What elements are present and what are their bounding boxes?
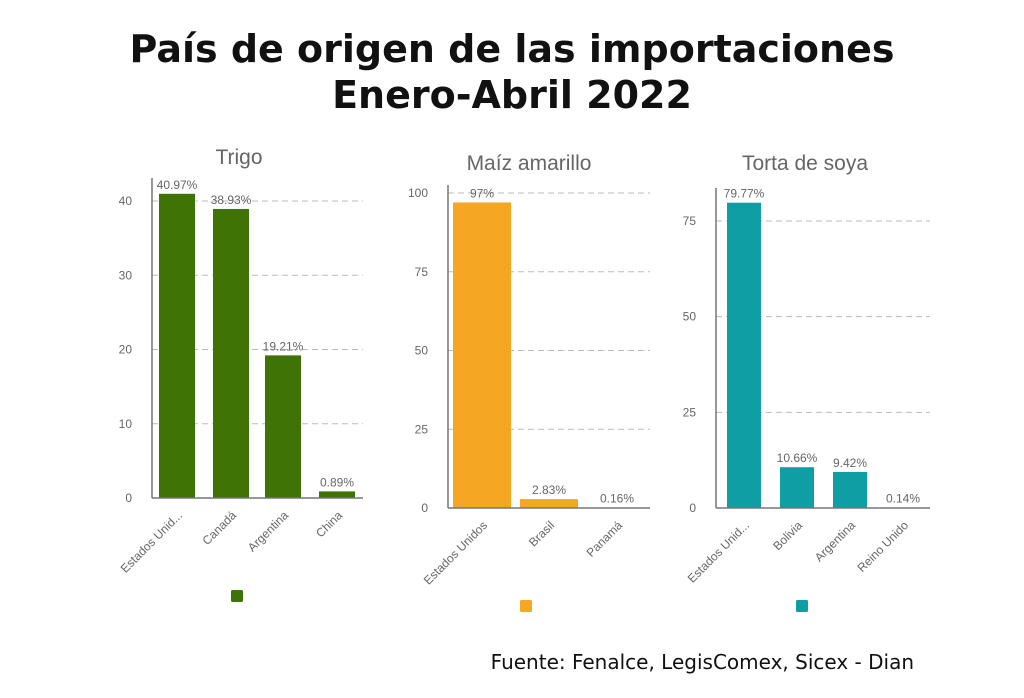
bar [833,471,867,508]
chart-title: Trigo [215,146,262,169]
bar [727,202,761,508]
bar [319,491,355,498]
title-line-2: Enero-Abril 2022 [332,73,692,117]
source-note: Fuente: Fenalce, LegisComex, Sicex - Dia… [490,650,914,674]
data-label: 40.97% [157,178,198,192]
y-tick-label: 50 [415,344,429,358]
x-tick-label: Estados Unidos [421,518,490,587]
title-line-1: País de origen de las importaciones [129,27,895,71]
bar [213,208,249,498]
x-tick-label: Argentina [812,518,858,564]
y-tick-label: 50 [683,310,697,324]
data-label: 97% [470,186,494,200]
x-tick-label: Canadá [199,508,239,548]
data-label: 0.89% [320,475,354,489]
y-tick-label: 0 [421,501,428,515]
legend-swatch [231,590,243,602]
y-tick-label: 0 [689,501,696,515]
data-label: 2.83% [532,483,566,497]
bar [520,499,578,508]
data-label: 38.93% [211,193,252,207]
data-label: 79.77% [724,187,765,201]
x-tick-label: Panamá [584,518,626,560]
data-label: 0.14% [886,491,920,505]
y-tick-label: 25 [683,405,697,419]
data-label: 0.16% [600,491,634,505]
x-tick-label: Reino Unido [855,518,912,575]
x-tick-label: Argentina [245,508,291,554]
y-tick-label: 25 [415,422,429,436]
data-label: 19.21% [263,339,304,353]
y-tick-label: 10 [119,417,133,431]
data-label: 10.66% [777,451,818,465]
x-tick-label: China [313,508,345,540]
x-tick-label: Brasil [526,518,557,549]
bar [780,467,814,508]
y-tick-label: 100 [408,186,428,200]
bar [453,202,511,508]
bar [159,193,195,499]
legend-swatch [796,600,808,612]
x-tick-label: Bolivia [770,518,805,553]
y-tick-label: 20 [119,343,133,357]
y-tick-label: 40 [119,194,133,208]
y-tick-label: 30 [119,268,133,282]
legend-swatch [520,600,532,612]
chart-title: Maíz amarillo [467,152,592,175]
y-tick-label: 0 [125,491,132,505]
bar [265,355,301,498]
data-label: 9.42% [833,456,867,470]
y-tick-label: 75 [415,265,429,279]
y-tick-label: 75 [683,214,697,228]
x-tick-label: Estados Unid... [118,508,185,575]
x-tick-label: Estados Unid... [685,518,752,585]
chart-title: Torta de soya [742,152,868,175]
